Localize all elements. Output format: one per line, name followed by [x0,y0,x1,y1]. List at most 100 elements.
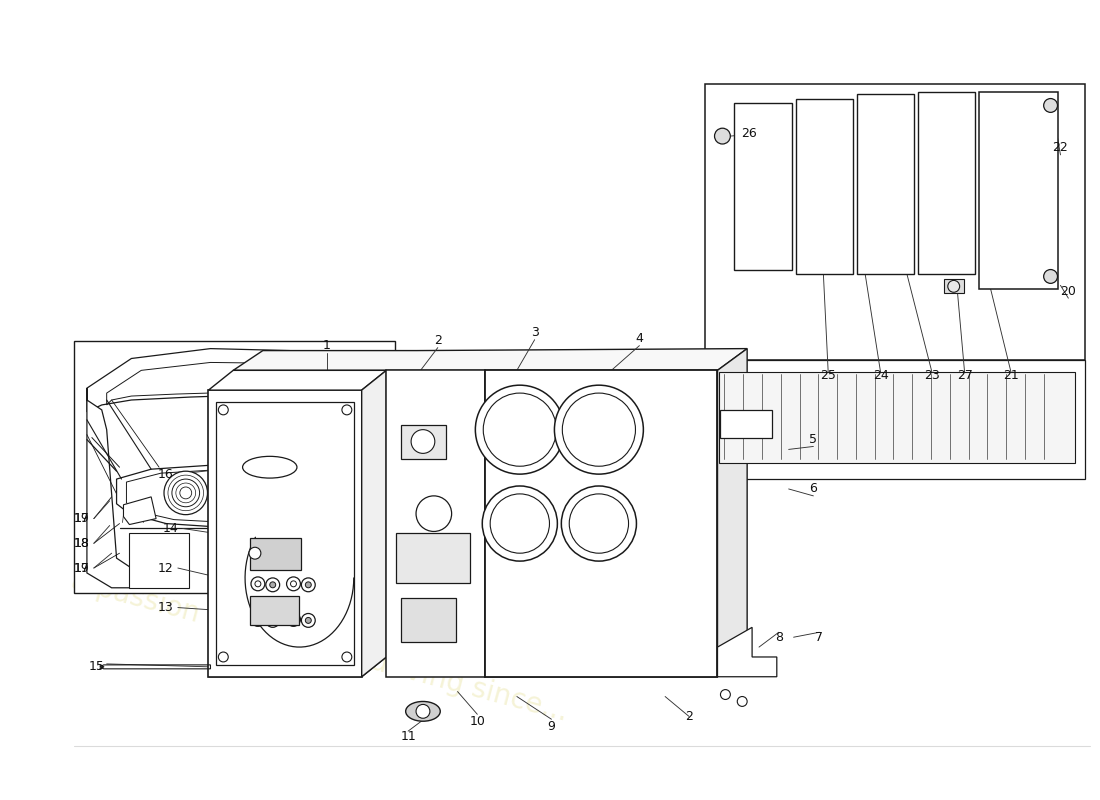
Ellipse shape [243,456,297,478]
Text: 8: 8 [774,630,783,644]
Circle shape [483,393,557,466]
Circle shape [179,487,191,499]
Circle shape [266,614,279,627]
Circle shape [948,281,959,292]
Bar [485,370,717,677]
Text: 3: 3 [530,326,539,339]
Circle shape [249,547,261,559]
Bar [261,513,309,521]
Circle shape [290,617,297,622]
Bar [719,372,1076,463]
Text: 24: 24 [872,369,889,382]
Circle shape [255,581,261,587]
Circle shape [342,652,352,662]
Circle shape [562,393,636,466]
Circle shape [301,614,316,627]
Text: 16: 16 [158,468,174,481]
Polygon shape [209,370,386,390]
Circle shape [411,430,434,454]
Text: 15: 15 [89,660,104,674]
Bar [857,94,914,274]
Text: euroParts: euroParts [72,440,626,676]
Text: 18: 18 [74,537,90,550]
Bar [705,84,1086,361]
Bar [257,499,312,522]
Text: 2: 2 [685,710,693,722]
Bar [402,598,455,642]
Text: 17: 17 [74,512,90,525]
Circle shape [720,690,730,699]
Polygon shape [209,638,747,677]
Circle shape [416,705,430,718]
Bar [735,103,792,270]
Circle shape [290,581,297,587]
Text: 19: 19 [74,562,90,574]
Text: 7: 7 [815,630,823,644]
Ellipse shape [406,702,440,722]
Bar [979,92,1058,290]
Polygon shape [117,466,366,526]
Circle shape [1044,98,1057,112]
Text: 6: 6 [810,482,817,495]
Text: 23: 23 [924,369,939,382]
Circle shape [306,582,311,588]
Circle shape [251,577,265,590]
Text: 5: 5 [810,433,817,446]
Bar [250,538,301,570]
Polygon shape [362,370,386,677]
Circle shape [569,494,628,553]
Text: 1: 1 [323,339,331,352]
Circle shape [255,617,261,622]
Text: 26: 26 [741,126,757,140]
Text: 21: 21 [1003,369,1019,382]
Bar [130,534,189,588]
Polygon shape [233,349,747,370]
Text: 11: 11 [400,730,416,742]
Polygon shape [87,388,131,588]
Bar [944,279,964,294]
Circle shape [561,486,637,561]
Circle shape [219,405,229,415]
Bar [705,361,1086,479]
Circle shape [266,578,279,592]
Bar [210,538,260,588]
Bar [795,98,852,274]
Polygon shape [87,349,384,412]
Bar [250,499,309,529]
Circle shape [554,385,643,474]
Circle shape [342,405,352,415]
Text: 22: 22 [1053,142,1068,154]
Circle shape [301,578,316,592]
Circle shape [715,128,730,144]
Bar [396,534,471,583]
Polygon shape [123,497,156,525]
Bar [74,341,395,593]
Circle shape [316,472,348,504]
Text: 4: 4 [636,332,644,346]
Circle shape [491,494,550,553]
Circle shape [287,613,300,626]
Bar [402,425,446,459]
Circle shape [219,652,229,662]
Polygon shape [717,627,777,677]
Bar [386,370,485,677]
Circle shape [1044,270,1057,283]
Bar [261,502,309,510]
Circle shape [288,472,320,504]
Text: 12: 12 [158,562,174,574]
Circle shape [482,486,558,561]
Polygon shape [717,349,747,677]
Polygon shape [364,372,388,590]
Text: 25: 25 [821,369,836,382]
Circle shape [306,618,311,623]
Text: 27: 27 [957,369,972,382]
Text: 13: 13 [158,601,174,614]
Text: 19: 19 [74,512,90,525]
Circle shape [164,471,208,514]
Circle shape [270,618,276,623]
Bar [209,390,362,677]
Bar [250,596,299,626]
Circle shape [287,577,300,590]
Text: 18: 18 [74,537,90,550]
Text: a passion for...            driving since...: a passion for... driving since... [68,567,571,727]
